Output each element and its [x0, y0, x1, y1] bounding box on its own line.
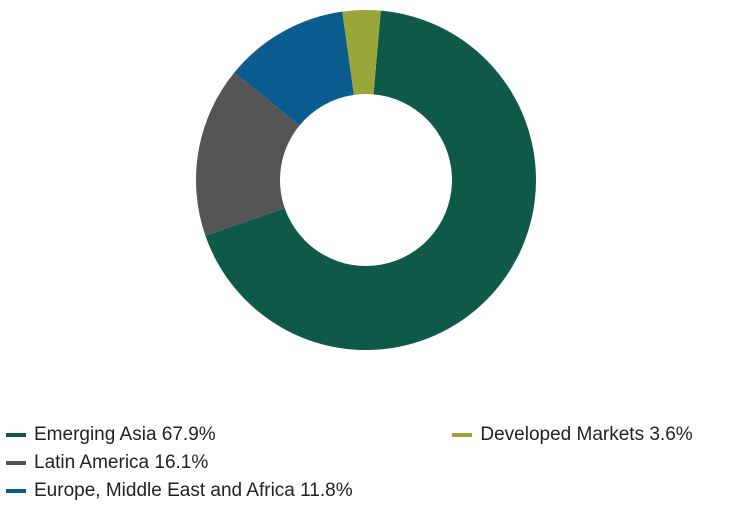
legend-label: Europe, Middle East and Africa 11.8% [34, 480, 353, 502]
legend-item-developed: Developed Markets 3.6% [452, 424, 726, 446]
legend-label: Emerging Asia 67.9% [34, 424, 216, 446]
swatch-icon [6, 489, 26, 493]
legend-item-emerging-asia: Emerging Asia 67.9% [6, 424, 452, 446]
legend-item-latin-america: Latin America 16.1% [6, 452, 452, 474]
chart-container: Emerging Asia 67.9% Latin America 16.1% … [0, 0, 732, 516]
legend-label: Latin America 16.1% [34, 452, 208, 474]
swatch-icon [452, 433, 472, 437]
legend-item-emea: Europe, Middle East and Africa 11.8% [6, 480, 452, 502]
legend-label: Developed Markets 3.6% [480, 424, 692, 446]
legend: Emerging Asia 67.9% Latin America 16.1% … [6, 424, 726, 502]
legend-column-right: Developed Markets 3.6% [452, 424, 726, 502]
donut-chart [176, 0, 556, 365]
legend-column-left: Emerging Asia 67.9% Latin America 16.1% … [6, 424, 452, 502]
swatch-icon [6, 433, 26, 437]
swatch-icon [6, 461, 26, 465]
